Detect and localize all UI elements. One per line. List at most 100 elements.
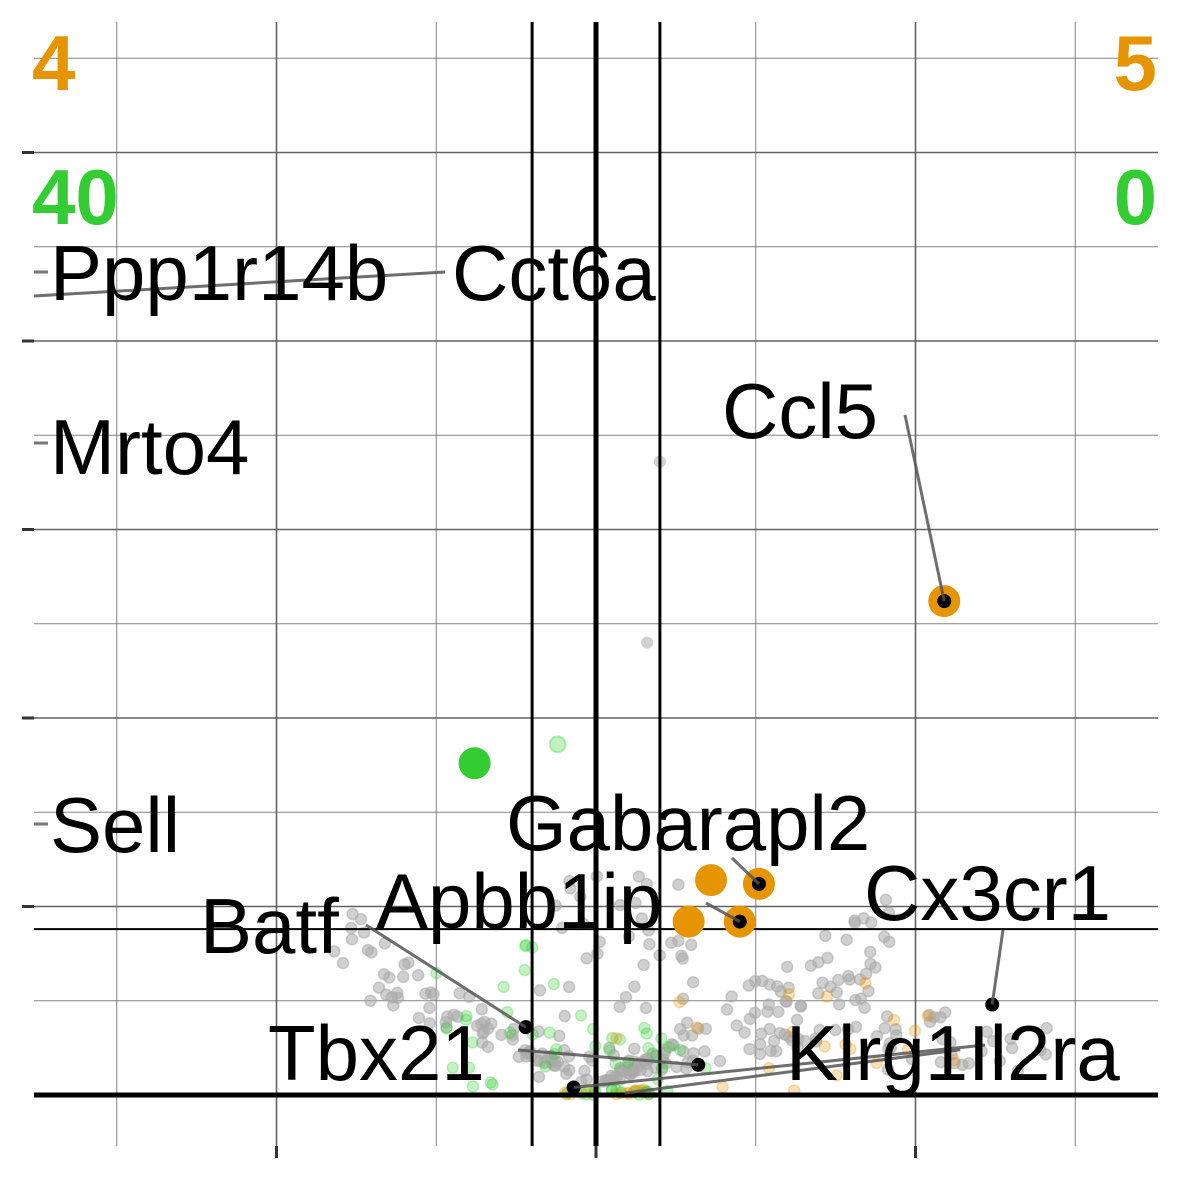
down-point-faded	[466, 1080, 480, 1093]
ns-point	[980, 1025, 994, 1039]
ns-point	[629, 896, 642, 910]
ns-point	[485, 1017, 498, 1030]
label-connectors	[33, 270, 1005, 1095]
down-point-faded	[574, 1009, 588, 1022]
ns-point	[763, 978, 777, 991]
ns-point	[453, 987, 466, 1000]
ns-point	[878, 1021, 891, 1035]
gene-label-klrg1: Klrg1	[786, 1009, 968, 1097]
ns-point	[780, 960, 794, 974]
down-point-faded	[459, 1013, 473, 1026]
ns-point	[1039, 1048, 1053, 1061]
ns-point	[748, 1006, 762, 1020]
ns-point	[613, 898, 627, 912]
down-point-faded	[460, 1009, 473, 1023]
ns-point	[613, 1000, 626, 1013]
ns-point	[628, 1042, 641, 1056]
ns-point	[423, 1017, 436, 1030]
ns-point	[698, 1045, 711, 1058]
ns-point	[881, 1063, 895, 1076]
ns-point	[849, 1020, 863, 1034]
ns-point	[738, 1026, 751, 1039]
background-points	[328, 455, 1053, 1102]
ns-point	[848, 916, 862, 930]
ns-point	[725, 990, 738, 1003]
ns-point	[605, 1069, 618, 1083]
down-point-faded	[497, 980, 510, 994]
ns-point	[869, 961, 882, 974]
ns-point	[423, 1001, 436, 1015]
ns-point	[628, 980, 641, 994]
count-down-left: 40	[32, 153, 119, 241]
ns-point	[880, 1010, 894, 1023]
ns-point	[563, 1064, 576, 1077]
ns-point	[555, 921, 569, 935]
label-connector	[990, 929, 1005, 1005]
ns-point	[533, 984, 547, 997]
ns-point	[986, 1034, 1000, 1048]
gene-label-batf: Batf	[200, 882, 339, 970]
down-point-faded	[484, 1076, 498, 1089]
count-down-right: 0	[1114, 153, 1157, 241]
ns-point	[762, 998, 776, 1011]
up-point-faded	[948, 1053, 961, 1067]
ns-point	[475, 1003, 489, 1016]
up-point-faded	[908, 1024, 922, 1038]
ns-point	[883, 1036, 897, 1050]
ns-point	[642, 924, 655, 937]
ns-point	[686, 976, 700, 989]
up-point-faded	[844, 1042, 857, 1056]
ns-point	[634, 1063, 648, 1077]
ns-point	[948, 1056, 961, 1070]
ns-point	[391, 991, 405, 1004]
label-connector	[573, 1043, 986, 1089]
gene-label-ppp1r14b: Ppp1r14b	[50, 229, 388, 317]
ns-point	[553, 1029, 566, 1043]
ns-point	[643, 937, 656, 951]
ns-point	[993, 1054, 1007, 1068]
label-connector	[33, 270, 446, 298]
ns-point	[1011, 1064, 1025, 1077]
up-point	[672, 905, 705, 938]
ns-point	[412, 1011, 426, 1025]
ns-point	[558, 1009, 571, 1023]
down-point-faded	[518, 963, 531, 977]
down-point-faded	[640, 1027, 653, 1040]
ns-point	[676, 1045, 690, 1058]
gene-label-cct6a: Cct6a	[452, 229, 656, 317]
ns-point	[640, 877, 653, 891]
down-point-faded	[486, 1078, 499, 1091]
label-connector	[730, 856, 760, 885]
down-point-faded	[446, 1061, 459, 1074]
ns-point	[742, 979, 756, 992]
ns-point	[336, 956, 350, 970]
gene-label-tbx21: Tbx21	[268, 1009, 485, 1097]
down-point-faded	[539, 1060, 552, 1073]
ns-point	[832, 998, 846, 1011]
up-point-faded	[609, 1032, 623, 1045]
axis-ticks	[22, 151, 917, 1158]
ns-point	[832, 973, 845, 987]
down-point-faded	[673, 1043, 687, 1057]
ns-point	[548, 1054, 562, 1068]
ns-point	[772, 1005, 785, 1019]
down-point-faded	[662, 1040, 676, 1054]
ns-point	[778, 1028, 792, 1041]
ns-point	[753, 1038, 767, 1051]
ns-point	[665, 1038, 679, 1051]
ns-point	[676, 992, 690, 1005]
ns-point	[344, 921, 358, 935]
ns-point	[451, 1010, 464, 1023]
ns-point	[328, 945, 341, 958]
ns-point	[382, 971, 396, 984]
ns-point	[882, 906, 896, 919]
ns-point	[713, 1054, 727, 1068]
ns-point	[672, 934, 685, 948]
ns-point	[780, 995, 793, 1008]
gene-label-cx3cr1: Cx3cr1	[864, 849, 1111, 937]
ns-point	[411, 968, 425, 982]
ns-point	[824, 980, 837, 994]
ns-point	[549, 899, 562, 912]
up-point-faded	[786, 1025, 800, 1038]
